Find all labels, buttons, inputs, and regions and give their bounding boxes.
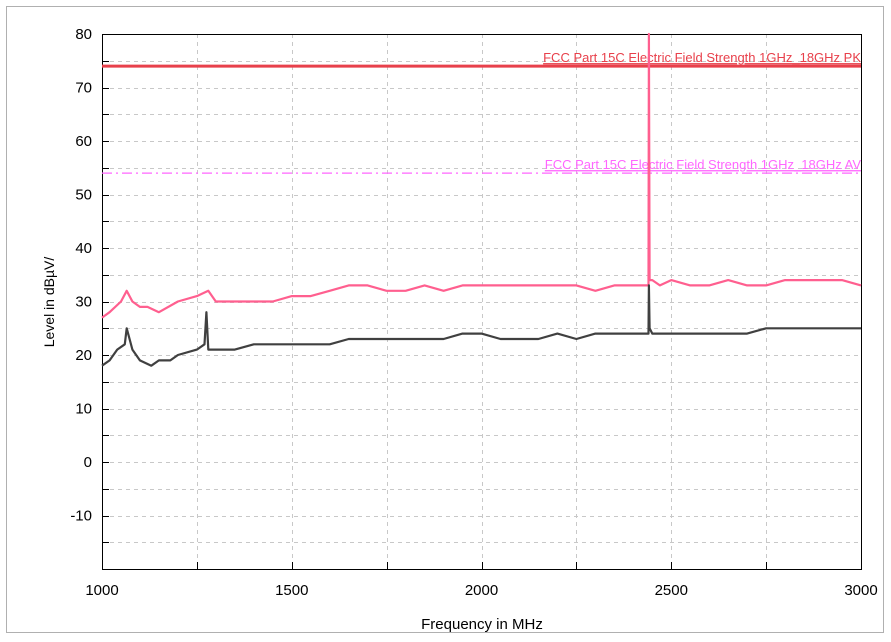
y-tick-label: 70 (75, 80, 92, 97)
y-tick-label: 60 (75, 133, 92, 150)
x-tick-label: 1500 (275, 582, 308, 599)
x-tick-label: 2000 (465, 582, 498, 599)
outer-border (6, 6, 884, 633)
tick-labels: 1000 1500 2000 2500 3000 -10 0 10 20 30 40 50 60 70 80 (70, 26, 877, 599)
x-tick-label: 3000 (844, 582, 877, 599)
series-line (101, 32, 862, 319)
x-axis-label: Frequency in MHz (421, 616, 543, 633)
y-tick-label: 50 (75, 187, 92, 204)
limit-line-label: FCC Part 15C Electric Field Strength 1GH… (545, 157, 862, 172)
axis-ticks (102, 61, 767, 569)
x-tick-label: 1000 (85, 582, 118, 599)
y-tick-label: 80 (75, 26, 92, 43)
y-tick-label: 40 (75, 240, 92, 257)
grid (102, 34, 861, 569)
x-tick-label: 2500 (655, 582, 688, 599)
limit-line-label: FCC Part 15C Electric Field Strength 1GH… (543, 50, 861, 65)
series-lines (101, 32, 862, 367)
y-tick-label: 20 (75, 347, 92, 364)
series-line (101, 284, 861, 367)
y-tick-label: 0 (84, 454, 92, 471)
y-axis-label: Level in dBµV/ (41, 257, 57, 348)
y-tick-label: 10 (75, 401, 92, 418)
limit-lines: FCC Part 15C Electric Field Strength 1GH… (102, 50, 862, 174)
y-tick-label: 30 (75, 294, 92, 311)
y-tick-label: -10 (70, 508, 92, 525)
